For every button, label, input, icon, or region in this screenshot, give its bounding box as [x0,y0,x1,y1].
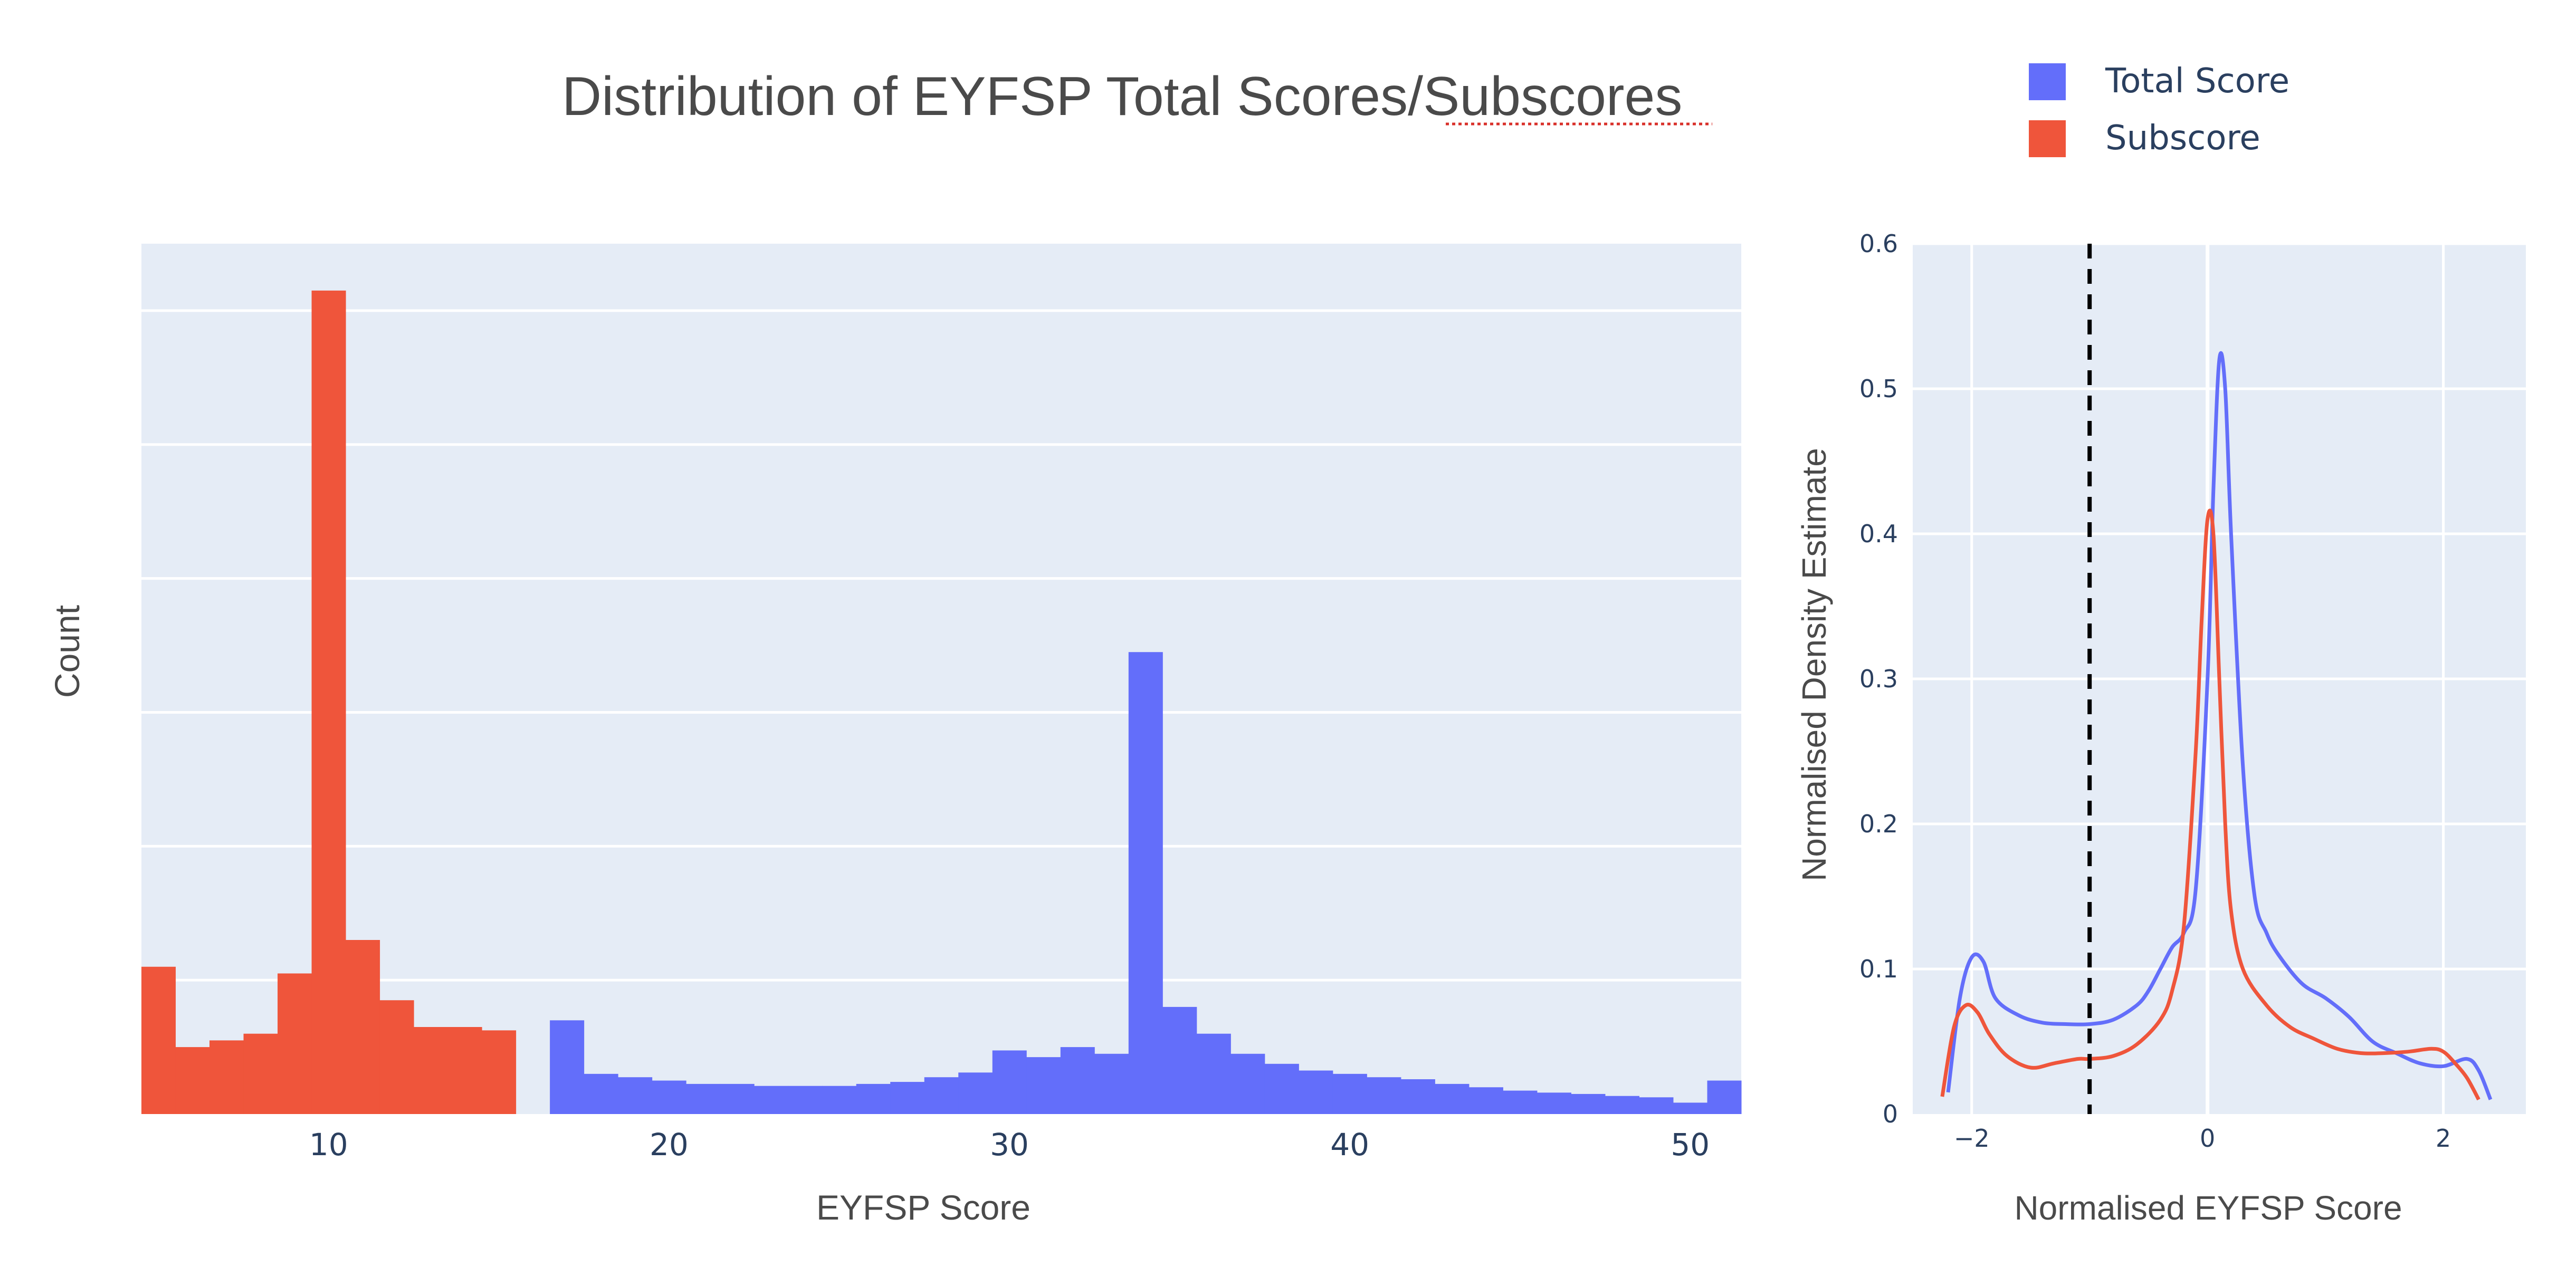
histogram-bar-total-score [822,1086,857,1114]
histogram-x-tick-label: 50 [1671,1127,1710,1163]
histogram-bar-subscore [414,1027,449,1114]
histogram-bar-subscore [278,973,312,1114]
histogram-bar-total-score [550,1020,585,1114]
histogram-bar-total-score [1468,1087,1503,1114]
histogram-x-axis-label: EYFSP Score [816,1188,1031,1227]
histogram-panel: 10 20 30 40 50 EYFSP Score Count [47,244,1742,1227]
histogram-bar-total-score [1162,1006,1197,1114]
density-x-axis-label: Normalised EYFSP Score [2014,1189,2402,1227]
histogram-bar-total-score [1060,1047,1095,1114]
density-y-axis-label: Normalised Density Estimate [1795,448,1833,881]
density-y-tick-label: 0.2 [1859,810,1898,838]
histogram-gridlines [141,309,1741,982]
legend-swatch-subscore [2029,120,2066,157]
legend-swatch-total-score [2029,63,2066,100]
histogram-x-tick-label: 40 [1330,1127,1369,1163]
histogram-bar-total-score [618,1077,653,1114]
chart-title: Distribution of EYFSP Total Scores/Subsc… [562,66,1682,127]
histogram-bar-total-score [1332,1073,1367,1114]
histogram-bar-total-score [890,1082,925,1114]
density-line-subscore [1940,508,2480,1101]
histogram-bar-total-score [1673,1102,1707,1114]
histogram-bar-total-score [1367,1077,1401,1114]
density-y-tick-label: 0.1 [1859,955,1898,983]
histogram-bar-total-score [992,1050,1027,1114]
histogram-bar-total-score [1537,1092,1571,1114]
histogram-bar-total-score [1639,1097,1674,1114]
histogram-bar-total-score [1196,1033,1231,1114]
density-y-tick-label: 0.3 [1859,665,1898,693]
histogram-bar-total-score [1400,1079,1435,1114]
density-x-tick-label: −2 [1954,1124,1990,1153]
density-y-tick-label: 0.5 [1859,375,1898,403]
histogram-bar-total-score [1707,1080,1742,1114]
density-x-tick-label: 2 [2436,1124,2451,1153]
histogram-bar-subscore [346,940,380,1114]
histogram-bar-total-score [1230,1053,1265,1114]
density-y-tick-label: 0 [1883,1100,1898,1128]
histogram-bar-subscore [141,966,176,1114]
density-y-tick-label: 0.6 [1859,229,1898,258]
density-x-tick-label: 0 [2200,1124,2215,1153]
histogram-bar-total-score [1605,1096,1639,1114]
density-x-ticks: −2 0 2 [1954,1124,2451,1153]
histogram-bar-total-score [1435,1083,1470,1114]
histogram-plot-area [141,244,1741,1114]
histogram-bar-subscore [379,1000,414,1114]
histogram-bar-total-score [584,1073,618,1114]
histogram-bar-total-score [754,1086,789,1114]
histogram-bar-total-score [1026,1057,1061,1114]
histogram-bar-total-score [788,1086,823,1114]
histogram-bar-subscore [311,290,346,1114]
histogram-bar-subscore [447,1027,482,1114]
histogram-bar-total-score [1128,652,1163,1114]
histogram-bar-total-score [1299,1070,1333,1114]
histogram-bar-subscore [482,1030,517,1114]
histogram-bar-total-score [1264,1063,1299,1114]
histogram-bar-total-score [686,1083,721,1114]
chart-title-underlined: Subscores [1423,66,1682,127]
histogram-bar-total-score [720,1083,755,1114]
legend-label-subscore: Subscore [2105,119,2260,158]
histogram-bar-subscore [243,1033,278,1114]
histogram-x-tick-label: 20 [650,1127,689,1163]
histogram-x-tick-label: 30 [990,1127,1029,1163]
legend[interactable]: Total Score Subscore [2029,62,2289,158]
histogram-bar-total-score [1571,1093,1606,1114]
histogram-y-axis-label: Count [47,605,87,698]
density-panel: 0 0.1 0.2 0.3 0.4 0.5 0.6 −2 0 2 Normalised EYFS… [1795,229,2526,1227]
histogram-bar-total-score [856,1083,891,1114]
density-y-ticks: 0 0.1 0.2 0.3 0.4 0.5 0.6 [1859,229,1898,1128]
histogram-bar-total-score [652,1080,686,1114]
legend-label-total-score: Total Score [2105,62,2289,101]
density-lines [1940,244,2493,1114]
histogram-bar-subscore [209,1040,244,1114]
histogram-bar-total-score [1094,1053,1129,1114]
histogram-bar-subscore [175,1047,210,1114]
histogram-bars [141,290,1742,1114]
density-line-total-score [1946,351,2493,1100]
histogram-bar-total-score [958,1072,993,1114]
histogram-x-ticks: 10 20 30 40 50 [309,1127,1710,1163]
histogram-bar-total-score [1503,1090,1538,1114]
density-y-tick-label: 0.4 [1859,520,1898,548]
chart-title-main: Distribution of EYFSP Total Scores/ [562,66,1423,127]
histogram-x-tick-label: 10 [309,1127,348,1163]
histogram-bar-total-score [924,1077,959,1114]
